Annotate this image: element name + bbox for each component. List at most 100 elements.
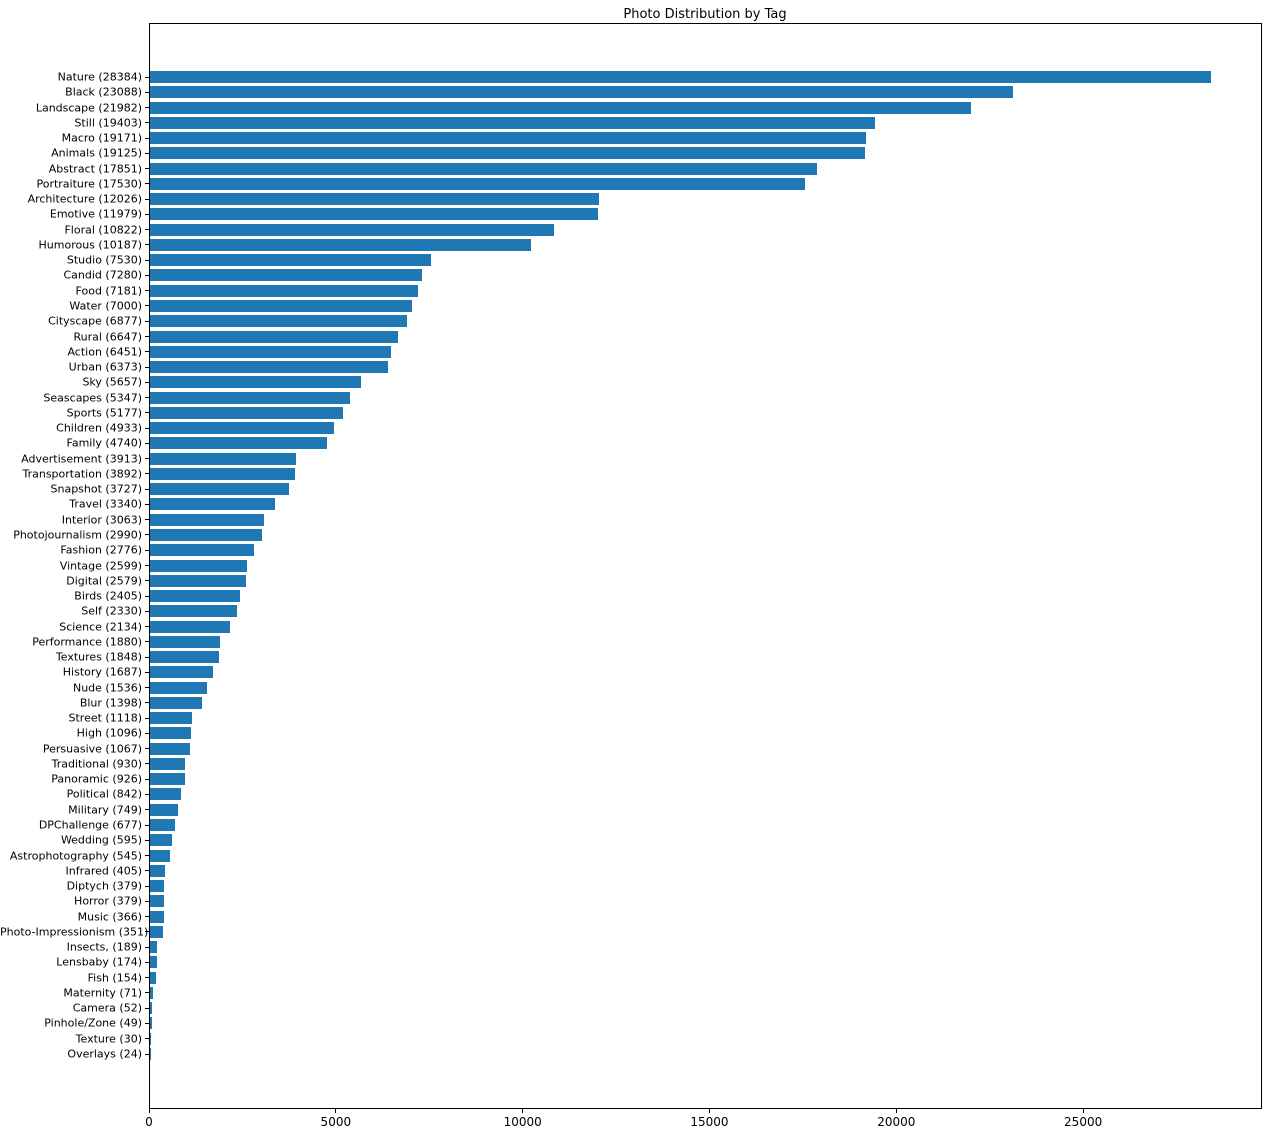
y-tick-label: Street (1118) bbox=[68, 711, 143, 725]
y-tick-label: Lensbaby (174) bbox=[56, 955, 142, 969]
y-tick-mark bbox=[145, 809, 149, 811]
y-tick-label: Abstract (17851) bbox=[48, 162, 142, 176]
bar bbox=[150, 345, 392, 358]
bar bbox=[150, 299, 412, 312]
y-tick-mark bbox=[145, 168, 149, 170]
y-tick-mark bbox=[145, 351, 149, 353]
bar bbox=[150, 895, 165, 908]
y-tick-mark bbox=[145, 580, 149, 582]
y-tick-label: Science (2134) bbox=[59, 620, 142, 634]
bar bbox=[150, 727, 191, 740]
y-tick-mark bbox=[145, 458, 149, 460]
bar bbox=[150, 391, 350, 404]
y-tick-mark bbox=[145, 412, 149, 414]
y-tick-label: Horror (379) bbox=[74, 894, 142, 908]
bar bbox=[150, 147, 865, 160]
plot-area bbox=[149, 23, 1262, 1109]
y-tick-mark bbox=[145, 320, 149, 322]
y-tick-mark bbox=[145, 76, 149, 78]
bar bbox=[150, 193, 600, 206]
y-tick-label: Astrophotography (545) bbox=[9, 849, 142, 863]
y-tick-mark bbox=[145, 1038, 149, 1040]
y-tick-mark bbox=[145, 488, 149, 490]
bar bbox=[150, 956, 157, 969]
bar bbox=[150, 620, 230, 633]
y-tick-mark bbox=[145, 870, 149, 872]
y-tick-label: Still (19403) bbox=[74, 116, 142, 130]
y-tick-mark bbox=[145, 290, 149, 292]
y-tick-mark bbox=[145, 702, 149, 704]
y-tick-label: Camera (52) bbox=[72, 1001, 142, 1015]
bar bbox=[150, 467, 296, 480]
y-tick-mark bbox=[145, 793, 149, 795]
bar bbox=[150, 528, 262, 541]
y-tick-mark bbox=[145, 687, 149, 689]
y-tick-mark bbox=[145, 473, 149, 475]
y-tick-label: Candid (7280) bbox=[63, 268, 143, 282]
bar bbox=[150, 238, 531, 251]
y-tick-label: Panoramic (926) bbox=[51, 772, 142, 786]
x-tick-mark bbox=[708, 1109, 710, 1113]
bar bbox=[150, 223, 555, 236]
y-tick-mark bbox=[145, 565, 149, 566]
y-tick-label: Landscape (21982) bbox=[35, 101, 142, 115]
y-tick-mark bbox=[145, 626, 149, 628]
y-tick-mark bbox=[145, 534, 149, 536]
bar bbox=[150, 177, 806, 190]
y-tick-label: Water (7000) bbox=[69, 299, 142, 313]
y-tick-mark bbox=[145, 748, 149, 750]
bar bbox=[150, 590, 240, 603]
bar bbox=[150, 880, 165, 893]
bar bbox=[150, 86, 1013, 99]
bar bbox=[150, 574, 247, 587]
bar bbox=[150, 773, 185, 786]
chart-title: Photo Distribution by Tag bbox=[623, 7, 787, 22]
y-tick-label: Birds (2405) bbox=[74, 589, 142, 603]
y-tick-mark bbox=[145, 381, 149, 383]
bar bbox=[150, 742, 190, 755]
y-tick-mark bbox=[145, 732, 149, 734]
y-tick-mark bbox=[145, 763, 149, 765]
y-tick-label: Studio (7530) bbox=[66, 253, 142, 267]
y-tick-mark bbox=[145, 442, 149, 444]
y-tick-label: Food (7181) bbox=[75, 284, 142, 298]
y-tick-label: Cityscape (6877) bbox=[48, 314, 142, 328]
y-tick-label: Pinhole/Zone (49) bbox=[44, 1016, 142, 1030]
y-tick-mark bbox=[145, 900, 149, 902]
y-tick-mark bbox=[145, 336, 149, 338]
y-tick-label: Floral (10822) bbox=[64, 223, 142, 237]
y-tick-label: Advertisement (3913) bbox=[21, 452, 142, 466]
bar bbox=[150, 330, 399, 343]
y-tick-mark bbox=[145, 549, 149, 551]
y-tick-mark bbox=[145, 91, 149, 93]
bar bbox=[150, 1017, 152, 1030]
bar bbox=[150, 132, 867, 145]
x-tick-label: 0 bbox=[145, 1115, 153, 1129]
x-tick-label: 20000 bbox=[877, 1115, 916, 1129]
y-tick-label: Urban (6373) bbox=[68, 360, 142, 374]
x-tick-label: 5000 bbox=[320, 1115, 352, 1129]
bar bbox=[150, 864, 166, 877]
y-tick-label: Transportation (3892) bbox=[22, 467, 142, 481]
y-tick-label: Portraiture (17530) bbox=[36, 177, 142, 191]
bar bbox=[150, 635, 221, 648]
y-tick-label: Fashion (2776) bbox=[60, 543, 142, 557]
y-tick-mark bbox=[145, 503, 149, 505]
y-tick-mark bbox=[145, 198, 149, 200]
y-tick-mark bbox=[145, 916, 149, 918]
bar bbox=[150, 361, 389, 374]
bar bbox=[150, 651, 220, 664]
bar bbox=[150, 834, 173, 847]
x-tick-mark bbox=[335, 1109, 337, 1113]
bar bbox=[150, 819, 176, 832]
bar bbox=[150, 422, 335, 435]
y-tick-label: History (1687) bbox=[62, 665, 142, 679]
x-tick-label: 15000 bbox=[690, 1115, 729, 1129]
x-tick-label: 10000 bbox=[503, 1115, 542, 1129]
y-tick-label: Rural (6647) bbox=[73, 330, 142, 344]
y-tick-label: Texture (30) bbox=[75, 1032, 142, 1046]
bar bbox=[150, 1002, 152, 1015]
y-tick-mark bbox=[145, 961, 149, 963]
y-tick-label: Infrared (405) bbox=[65, 864, 142, 878]
